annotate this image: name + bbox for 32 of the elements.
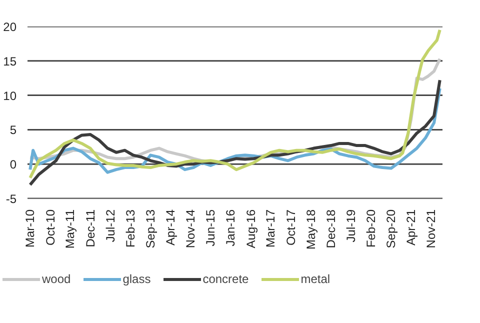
legend-label: wood (42, 272, 71, 286)
x-tick-label: Oct-10 (43, 209, 58, 246)
x-tick-label: May-18 (304, 209, 318, 250)
y-tick-label: 10 (3, 88, 17, 103)
x-tick-label: Dec-11 (83, 209, 98, 248)
legend-label: glass (122, 272, 151, 286)
y-tick-label: -5 (6, 192, 17, 206)
x-tick-label: Apr-14 (164, 209, 178, 246)
x-tick-label: Sep-20 (384, 209, 398, 248)
x-tick-label: Nov-14 (184, 209, 198, 248)
x-tick-label: Jan-16 (224, 209, 238, 246)
x-tick-label: Feb-20 (364, 209, 378, 248)
x-tick-label: Oct-17 (284, 209, 298, 246)
x-tick-label: Sep-13 (144, 209, 158, 248)
x-tick-label: Jun-15 (204, 209, 218, 246)
y-tick-label: 15 (3, 54, 17, 68)
x-tick-label: Dec-18 (324, 209, 338, 248)
x-tick-label: Feb-13 (124, 209, 138, 248)
x-tick-label: Aug-16 (244, 209, 258, 248)
line-series (28, 28, 442, 180)
y-tick-label: 5 (10, 123, 17, 138)
x-tick-label: Nov-21 (424, 209, 438, 248)
y-tick-label: 0 (10, 158, 17, 172)
legend-label: metal (300, 272, 330, 286)
legend-label: concrete (202, 272, 249, 286)
x-tick-label: Mar-17 (264, 209, 278, 248)
x-tick-label: Jul-12 (103, 209, 118, 242)
x-tick-label: Mar-10 (23, 209, 38, 248)
x-tick-label: May-11 (63, 209, 78, 249)
x-tick-label: Apr-21 (404, 209, 418, 246)
y-tick-label: 20 (3, 20, 17, 34)
x-tick-label: Jul-19 (344, 209, 358, 242)
